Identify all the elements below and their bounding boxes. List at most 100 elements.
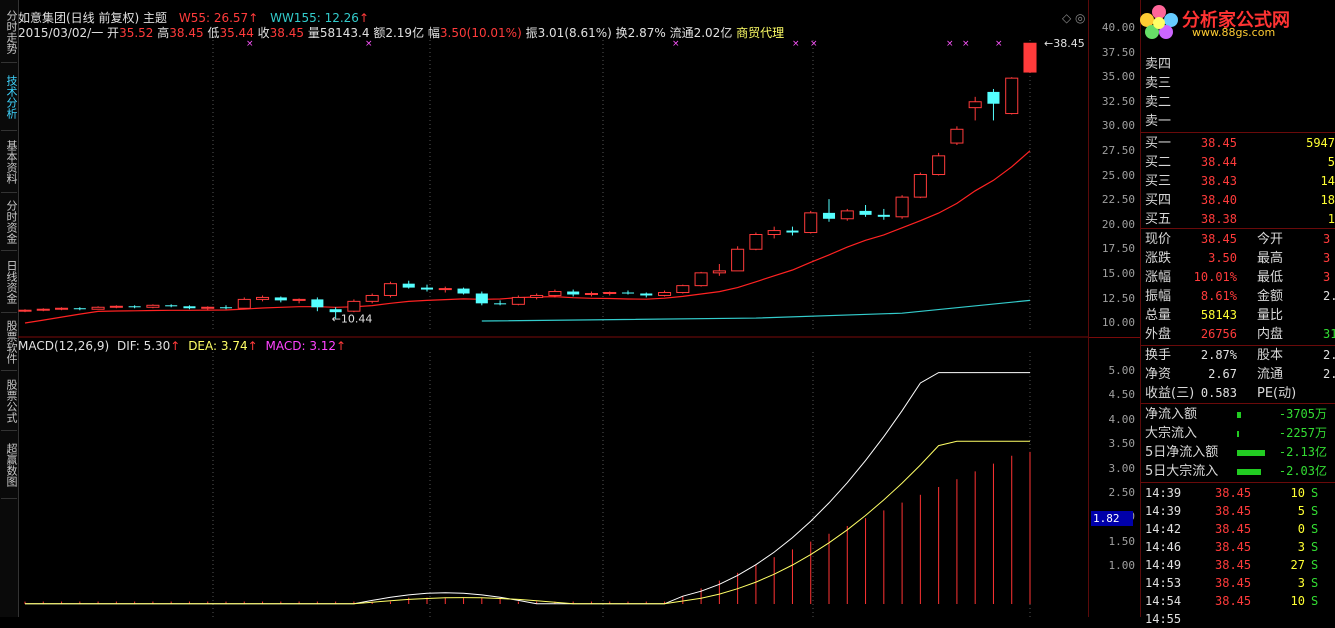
tick-row: 14:39 38.45 5 S (1145, 502, 1335, 520)
turnover-value: 换2.87% (615, 26, 666, 40)
quote-divider (1141, 482, 1335, 483)
sidebar-tab[interactable]: 股票公式 (1, 372, 18, 431)
candle-body (146, 304, 160, 308)
flow-bar (1237, 469, 1261, 475)
signal-marker: × (365, 39, 373, 49)
kline-chart[interactable]: × × × × × × × × ←38.45 ←10.44 (18, 0, 1088, 617)
stat-value: 3 (1323, 232, 1331, 246)
tick-row: 14:39 38.45 10 S (1145, 484, 1335, 502)
candle-body (201, 306, 215, 309)
sidebar-tab[interactable]: 技术分析 (1, 64, 18, 131)
stat-value: 26756 (1200, 327, 1237, 341)
low-value: 35.44 (219, 26, 254, 40)
candle-body (55, 307, 69, 310)
tick-price: 38.45 (1215, 558, 1252, 572)
tick-direction: S (1311, 522, 1319, 536)
sidebar-tab[interactable]: 分时资金 (1, 194, 18, 251)
stat-value: 3 (1323, 270, 1331, 284)
macd-dif-line (25, 372, 1030, 605)
flow-label: 5日大宗流入 (1145, 464, 1219, 479)
candle-body (402, 283, 415, 288)
candle-body (749, 234, 763, 250)
bid-label: 买四 (1145, 193, 1172, 208)
logo-url: www.88gs.com (1192, 26, 1276, 39)
candle-body (128, 306, 141, 308)
logo-text: 分析家公式网 (1182, 10, 1290, 31)
tick-vol: 3 (1297, 576, 1305, 590)
stat-label: 外盘 (1145, 327, 1172, 342)
tick-row: 14:46 38.45 3 S (1145, 538, 1335, 556)
amount-value: 2.19亿 (385, 26, 425, 40)
candle-body (73, 308, 86, 310)
candle-body (256, 296, 270, 300)
flow-value: -2.13亿 (1278, 445, 1327, 459)
stat-label: 现价 (1145, 232, 1172, 247)
ask-row: 卖三 (1145, 74, 1335, 93)
stat-row: 振幅 8.61% 金额 2.1 (1145, 287, 1335, 306)
candle-body (694, 272, 708, 287)
sidebar: 分时走势 技术分析 基本资料 分时资金 日线资金 股票软件 股票公式 超赢数图 (0, 0, 19, 617)
signal-marker: × (962, 39, 970, 49)
fund-value: 2. (1323, 348, 1335, 362)
stat-label: 最高 (1257, 251, 1284, 266)
candle-body (219, 307, 233, 309)
bid-price: 38.40 (1200, 193, 1237, 207)
candle-body (621, 292, 635, 294)
ww155-value: WW155: 12.26 (270, 11, 359, 25)
flow-bar (1237, 412, 1241, 418)
sidebar-tab[interactable]: 分时走势 (1, 2, 18, 63)
amount-label: 额 (373, 26, 386, 40)
tick-time: 14:42 (1145, 522, 1182, 536)
bid-row: 买一 38.45 5947 (1145, 134, 1335, 153)
tick-row: 14:54 38.45 10 S (1145, 592, 1335, 610)
tick-time: 14:46 (1145, 540, 1182, 554)
tick-direction: S (1311, 540, 1319, 554)
price-tick-label: 32.50 (1101, 94, 1135, 108)
flow-value: -3705万 (1278, 407, 1327, 421)
candle-body (183, 306, 196, 309)
stat-label: 涨幅 (1145, 270, 1172, 285)
candle-body (932, 155, 946, 176)
bid-label: 买五 (1145, 212, 1172, 227)
price-tick-label: 20.00 (1101, 217, 1135, 231)
candle-body (36, 308, 50, 311)
signal-marker: × (946, 39, 954, 49)
quote-divider (1141, 403, 1335, 404)
macd-header: MACD(12,26,9) DIF: 5.30↑ DEA: 3.74↑ MACD… (18, 339, 346, 353)
chart-area[interactable]: × × × × × × × × ←38.45 ←10.44 如意集团(日线 前复权) 主题 W55… (18, 0, 1088, 617)
fund-label: PE(动) (1257, 386, 1297, 401)
candle-body (511, 296, 525, 305)
flower-logo-icon (1140, 5, 1178, 39)
candle-body (987, 91, 1000, 104)
window-controls-icon[interactable]: ◇ ◎ (1062, 11, 1086, 25)
bid-vol: 1 (1327, 212, 1335, 226)
fund-row: 换手 2.87% 股本 2. (1145, 346, 1335, 365)
flow-bar (1237, 431, 1239, 437)
float-value: 流通2.02亿 (669, 26, 733, 40)
tick-direction: S (1311, 504, 1319, 518)
stat-row: 涨幅 10.01% 最低 3 (1145, 268, 1335, 287)
sidebar-tab[interactable]: 超赢数图 (1, 432, 18, 499)
flow-row: 净流入额 -3705万 (1145, 405, 1335, 424)
stat-value: 38.45 (1200, 232, 1237, 246)
up-arrow-icon: ↑ (358, 11, 369, 25)
stat-value: 10.01% (1193, 270, 1237, 284)
flow-label: 净流入额 (1145, 407, 1198, 422)
sidebar-tab[interactable]: 日线资金 (1, 252, 18, 313)
quote-divider (1141, 228, 1335, 229)
flow-value: -2.03亿 (1278, 464, 1327, 478)
bid-price: 38.38 (1200, 212, 1237, 226)
bid-price: 38.45 (1200, 136, 1237, 150)
fund-label: 换手 (1145, 348, 1172, 363)
tick-row: 14:49 38.45 27 S (1145, 556, 1335, 574)
candle-body (274, 297, 287, 301)
price-tick-label: 40.00 (1101, 21, 1135, 34)
macd-dif: DIF: 5.30 (116, 339, 171, 353)
bid-vol: 18 (1320, 193, 1335, 207)
candle-body (676, 285, 690, 294)
candle-body (311, 299, 324, 308)
quote-panel: 卖四 卖三 卖二 卖一 买一 38.45 5947 买二 38.44 5 买三 38.43 14 买四 38… (1140, 0, 1335, 626)
sidebar-tab[interactable]: 基本资料 (1, 132, 18, 193)
sidebar-tab[interactable]: 股票软件 (1, 314, 18, 371)
candle-body (658, 292, 672, 296)
